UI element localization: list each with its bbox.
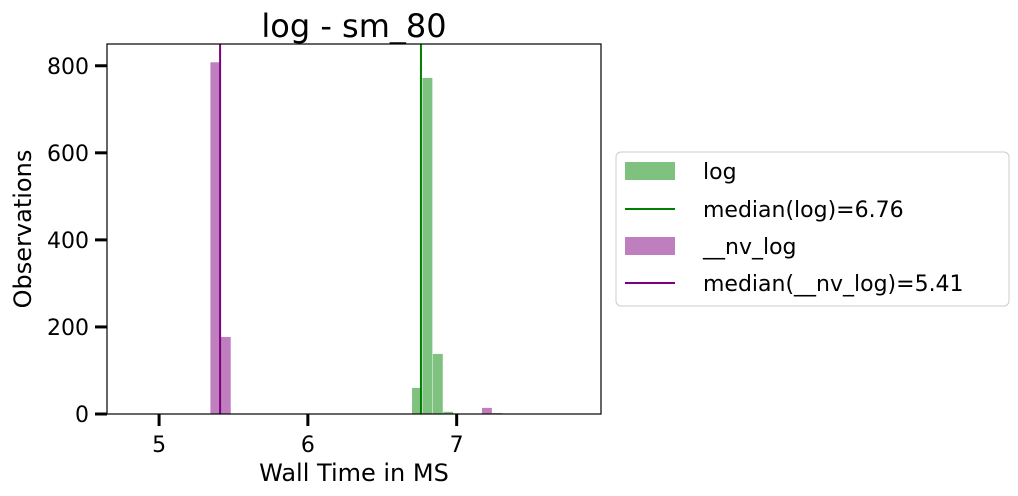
bar-log-2 bbox=[432, 353, 443, 414]
histogram-bars bbox=[210, 62, 503, 415]
legend-swatch bbox=[625, 237, 675, 255]
x-axis: 5 6 7 bbox=[152, 414, 464, 458]
x-tick-label: 6 bbox=[301, 433, 315, 458]
y-tick-label: 600 bbox=[47, 142, 89, 167]
y-tick-label: 0 bbox=[75, 403, 89, 428]
median-lines bbox=[219, 44, 422, 414]
y-tick-label: 200 bbox=[47, 316, 89, 341]
legend-label: median(log)=6.76 bbox=[703, 198, 904, 223]
plot-frame bbox=[106, 43, 602, 415]
bar-nvlog-1 bbox=[220, 336, 231, 414]
x-axis-label: Wall Time in MS bbox=[259, 459, 449, 487]
bar-nvlog-2 bbox=[481, 407, 492, 414]
bar-log-1 bbox=[422, 77, 433, 414]
y-tick-label: 400 bbox=[47, 229, 89, 254]
legend-swatch bbox=[625, 162, 675, 180]
y-axis-label: Observations bbox=[9, 150, 37, 309]
legend-label: median(__nv_log)=5.41 bbox=[703, 272, 964, 297]
legend: log median(log)=6.76 __nv_log median(__nv_l… bbox=[615, 151, 1010, 307]
legend-label: log bbox=[703, 160, 737, 185]
bar-nvlog-0 bbox=[210, 62, 221, 415]
x-tick-label: 5 bbox=[152, 433, 166, 458]
legend-frame bbox=[615, 151, 1010, 307]
legend-label: __nv_log bbox=[702, 235, 797, 260]
chart-title: log - sm_80 bbox=[261, 7, 446, 45]
y-axis: 0 200 400 600 800 bbox=[47, 55, 107, 428]
bar-log-0 bbox=[412, 387, 422, 414]
x-tick-label: 7 bbox=[450, 433, 464, 458]
bar-log-3 bbox=[443, 411, 454, 414]
y-tick-label: 800 bbox=[47, 55, 89, 80]
